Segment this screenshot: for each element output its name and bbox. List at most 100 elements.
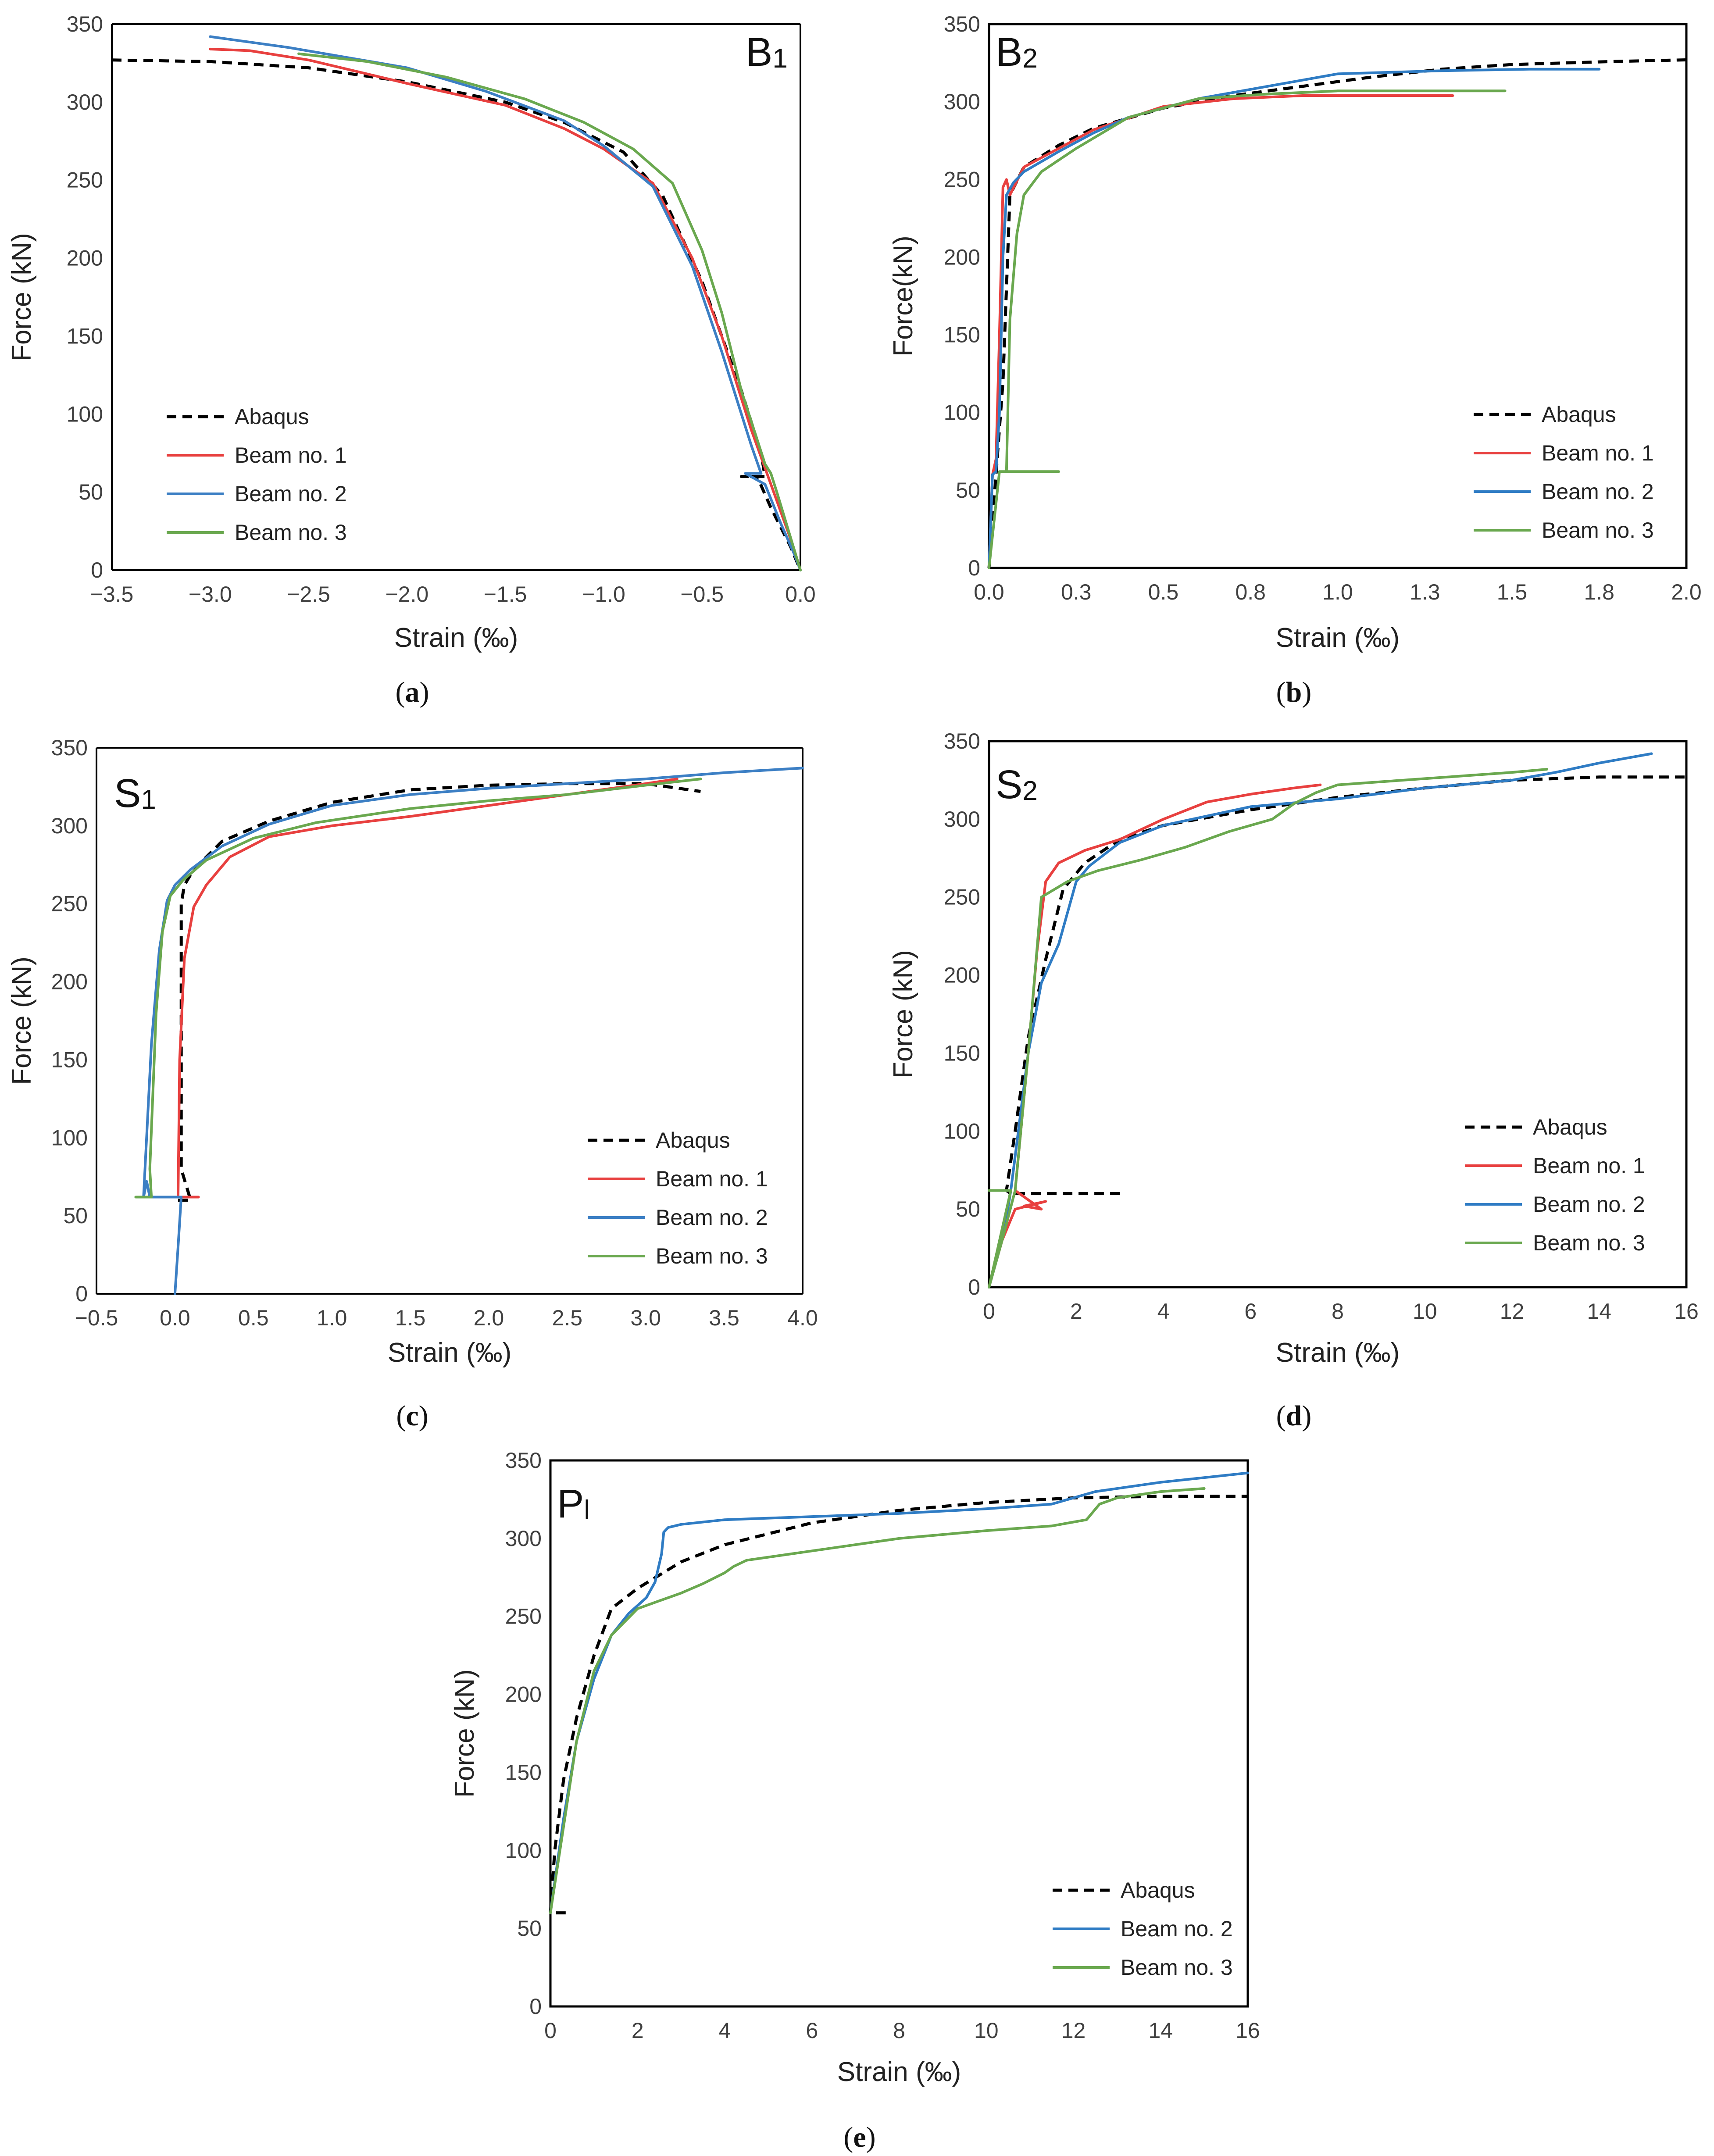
- y-tick-label: 200: [51, 970, 88, 994]
- y-axis-label: Force (kN): [888, 950, 918, 1078]
- x-tick-label: 1.0: [317, 1306, 347, 1330]
- x-tick-label: 16: [1236, 2018, 1260, 2043]
- caption-paren-close: ): [419, 1400, 428, 1432]
- x-tick-label: −1.0: [582, 582, 625, 607]
- x-tick-label: 0.8: [1235, 580, 1266, 604]
- caption-letter: a: [405, 676, 420, 708]
- caption-paren-open: (: [1276, 676, 1286, 708]
- x-tick-label: 0.0: [160, 1306, 190, 1330]
- legend-label: Abaqus: [235, 404, 309, 429]
- chart-panel-e: 0 50 100 150 200 250 300 350 0 2 4 6 8 10 12 14 16 Strain…: [450, 1448, 1260, 2153]
- y-tick-label: 350: [51, 735, 88, 760]
- legend-label: Abaqus: [1542, 402, 1616, 427]
- x-tick-label: 3.0: [630, 1306, 661, 1330]
- caption-letter: d: [1286, 1400, 1302, 1432]
- plot-border: [988, 740, 1688, 1289]
- panel-caption: (a): [396, 676, 429, 708]
- legend-label: Beam no. 2: [1121, 1917, 1233, 1941]
- chart-panel-c: 0 50 100 150 200 250 300 350 −0.5 0.0 0.5 1.0 1.5 2.0…: [7, 735, 818, 1432]
- x-tick-label: 3.5: [709, 1306, 739, 1330]
- x-tick-label: 0.3: [1061, 580, 1092, 604]
- x-tick-label: 1.5: [1497, 580, 1528, 604]
- x-tick-label: 12: [1500, 1299, 1525, 1324]
- caption-paren-open: (: [1276, 1400, 1286, 1432]
- legend-label: Abaqus: [656, 1128, 730, 1153]
- x-tick-label: 12: [1061, 2018, 1086, 2043]
- y-tick-label: 100: [505, 1838, 542, 1863]
- series-line-2: [177, 778, 678, 1199]
- x-tick-label: 10: [1413, 1299, 1437, 1324]
- legend-label: Beam no. 2: [235, 482, 347, 506]
- x-tick-label: 2.0: [1671, 580, 1702, 604]
- y-tick-label: 0: [968, 1275, 980, 1299]
- x-tick-label: 6: [1244, 1299, 1257, 1324]
- caption-paren-close: ): [1302, 1400, 1311, 1432]
- x-tick-label: −1.5: [484, 582, 527, 607]
- legend-label: Beam no. 1: [235, 443, 347, 468]
- y-tick-label: 150: [51, 1047, 88, 1072]
- legend-label: Beam no. 2: [656, 1205, 768, 1230]
- legend-label: Beam no. 3: [1542, 518, 1654, 543]
- x-tick-label: 14: [1587, 1299, 1611, 1324]
- panel-caption: (d): [1276, 1400, 1312, 1432]
- y-tick-label: 50: [956, 478, 980, 503]
- x-tick-label: −3.5: [90, 582, 134, 607]
- y-tick-label: 100: [51, 1125, 88, 1150]
- x-tick-label: 1.5: [395, 1306, 426, 1330]
- panel-title: B2: [996, 30, 1038, 75]
- y-tick-label: 300: [67, 90, 103, 114]
- x-tick-label: 2: [632, 2018, 644, 2043]
- panel-title-subscript: 1: [772, 43, 787, 74]
- caption-letter: e: [853, 2121, 866, 2153]
- y-tick-label: 50: [79, 480, 103, 504]
- x-tick-label: 1.8: [1584, 580, 1614, 604]
- x-tick-label: 10: [974, 2018, 999, 2043]
- legend-label: Beam no. 1: [656, 1167, 768, 1191]
- panel-title-subscript: 1: [141, 785, 156, 815]
- x-tick-label: −2.0: [385, 582, 428, 607]
- legend-label: Beam no. 1: [1533, 1153, 1645, 1178]
- x-axis-label: Strain (‰): [1276, 623, 1400, 653]
- panel-title-subscript: 2: [1022, 776, 1037, 806]
- x-tick-label: 4: [1157, 1299, 1170, 1324]
- panel-title: Pl: [557, 1481, 590, 1526]
- y-tick-label: 350: [944, 12, 980, 36]
- y-tick-label: 50: [63, 1203, 88, 1228]
- caption-paren-close: ): [866, 2121, 876, 2153]
- legend-label: Abaqus: [1533, 1115, 1607, 1139]
- y-tick-label: 0: [75, 1281, 88, 1306]
- legend: Abaqus Beam no. 1 Beam no. 2 Beam no. 3: [588, 1128, 768, 1268]
- y-axis-label: Force (kN): [450, 1669, 480, 1798]
- panel-title: B1: [746, 30, 788, 75]
- chart-panel-a: 0 50 100 150 200 250 300 350 −3.5 −3.0 −2.5 −2.0 −1.…: [7, 12, 816, 708]
- caption-paren-close: ): [420, 676, 429, 708]
- y-tick-label: 300: [51, 814, 88, 838]
- x-tick-label: 1.3: [1410, 580, 1440, 604]
- y-axis-label: Force (kN): [7, 233, 37, 361]
- panel-title: S2: [996, 762, 1038, 807]
- y-tick-label: 250: [51, 892, 88, 916]
- y-tick-label: 250: [505, 1604, 542, 1629]
- caption-paren-open: (: [396, 676, 405, 708]
- y-tick-label: 350: [67, 12, 103, 36]
- series-line-3: [209, 35, 802, 571]
- y-tick-label: 250: [67, 168, 103, 193]
- chart-panel-b: 0 50 100 150 200 250 300 350 0.0 0.3 0.5 0.8 1.0 1.3 1…: [888, 12, 1702, 708]
- x-axis-label: Strain (‰): [837, 2057, 961, 2087]
- series-line-4: [988, 89, 1507, 569]
- series-line-2: [549, 1471, 1249, 1914]
- x-tick-label: 16: [1674, 1299, 1699, 1324]
- y-tick-label: 0: [529, 1994, 542, 2019]
- legend-label: Beam no. 2: [1533, 1192, 1645, 1217]
- y-tick-label: 150: [944, 1041, 980, 1065]
- series-line-4: [134, 778, 702, 1199]
- y-tick-label: 150: [67, 324, 103, 348]
- y-tick-label: 200: [505, 1682, 542, 1707]
- caption-paren-open: (: [396, 1400, 406, 1432]
- y-tick-label: 50: [517, 1916, 542, 1941]
- series-line-3: [988, 68, 1601, 569]
- caption-paren-close: ): [1302, 676, 1311, 708]
- x-tick-label: −3.0: [189, 582, 232, 607]
- x-tick-label: 14: [1148, 2018, 1173, 2043]
- plot-border: [988, 23, 1688, 569]
